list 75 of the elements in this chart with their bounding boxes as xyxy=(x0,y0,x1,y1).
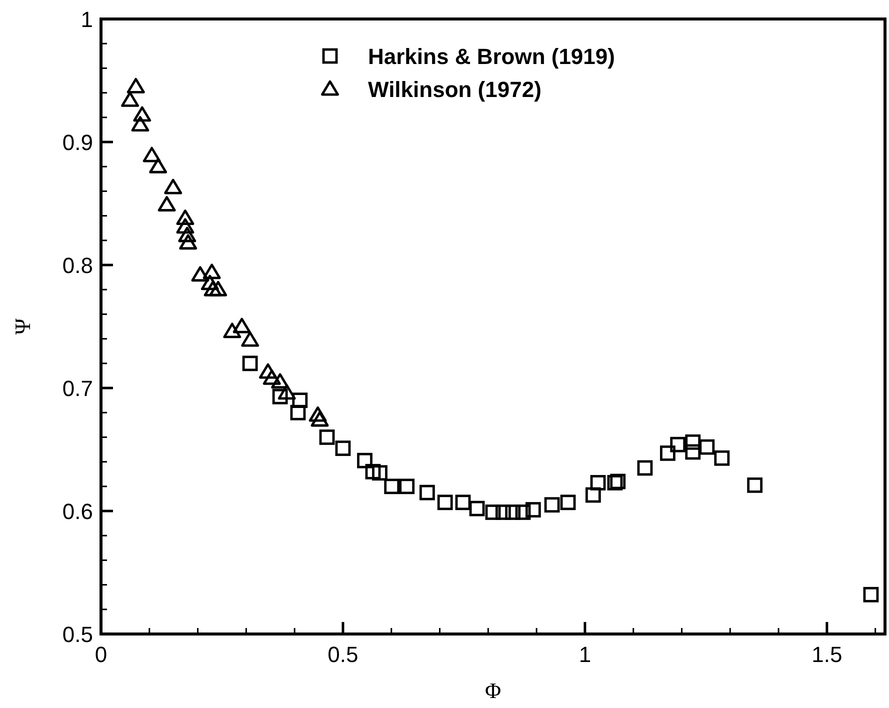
point xyxy=(133,106,152,122)
point xyxy=(319,430,335,445)
point xyxy=(310,411,329,427)
point xyxy=(204,280,222,296)
y-axis-title: Ψ xyxy=(10,318,35,335)
y-tick-label: 0.8 xyxy=(62,253,93,278)
point xyxy=(209,280,228,296)
x-tick-label: 0.5 xyxy=(328,642,358,667)
point xyxy=(272,388,288,404)
point xyxy=(505,504,521,520)
point xyxy=(308,406,327,422)
point xyxy=(437,494,453,510)
y-tick-label: 0.7 xyxy=(62,376,93,401)
point xyxy=(176,218,194,234)
point xyxy=(607,475,623,490)
point xyxy=(223,322,242,338)
point xyxy=(290,404,306,420)
point xyxy=(202,264,221,280)
y-tick-label: 0.6 xyxy=(62,499,93,524)
point xyxy=(699,439,715,455)
point xyxy=(164,178,182,194)
x-tick-label: 0 xyxy=(94,642,108,667)
point xyxy=(469,500,485,516)
point xyxy=(384,478,400,494)
point xyxy=(335,440,351,456)
point xyxy=(372,465,388,481)
point xyxy=(131,116,150,132)
x-axis-title: Φ xyxy=(484,678,502,703)
point xyxy=(585,487,601,503)
point xyxy=(258,363,277,379)
point xyxy=(121,92,140,107)
point xyxy=(292,392,308,408)
point xyxy=(126,78,145,94)
point xyxy=(158,196,176,212)
y-tick-label: 0.9 xyxy=(62,130,93,155)
point xyxy=(149,158,168,174)
point xyxy=(485,504,501,520)
point xyxy=(747,477,763,493)
point xyxy=(660,445,676,461)
point xyxy=(399,478,415,494)
point xyxy=(176,210,194,225)
point xyxy=(178,226,196,242)
point xyxy=(670,436,686,452)
point xyxy=(455,494,471,510)
point xyxy=(365,464,381,480)
point xyxy=(714,450,730,466)
point xyxy=(242,356,258,372)
point xyxy=(142,146,161,162)
point xyxy=(232,318,251,334)
point xyxy=(357,452,372,468)
point xyxy=(637,460,653,476)
point xyxy=(590,475,606,490)
point xyxy=(241,331,260,347)
point xyxy=(515,504,531,520)
point xyxy=(560,494,576,510)
point xyxy=(610,474,626,490)
point xyxy=(419,484,435,500)
point xyxy=(495,504,511,520)
point xyxy=(544,497,560,513)
point xyxy=(262,369,281,385)
x-tick-label: 1.5 xyxy=(812,642,842,667)
x-tick-label: 1 xyxy=(578,642,592,667)
y-tick-label: 1 xyxy=(80,7,93,32)
point xyxy=(179,234,198,250)
point xyxy=(685,434,701,450)
point xyxy=(685,444,701,460)
point xyxy=(271,373,290,389)
point xyxy=(278,384,296,400)
point xyxy=(525,502,541,518)
point xyxy=(191,266,210,282)
y-tick-label: 0.5 xyxy=(62,622,93,647)
point xyxy=(200,274,219,290)
legend-label: Wilkinson (1972) xyxy=(368,77,542,102)
legend-label: Harkins & Brown (1919) xyxy=(368,44,615,69)
point xyxy=(863,586,879,602)
